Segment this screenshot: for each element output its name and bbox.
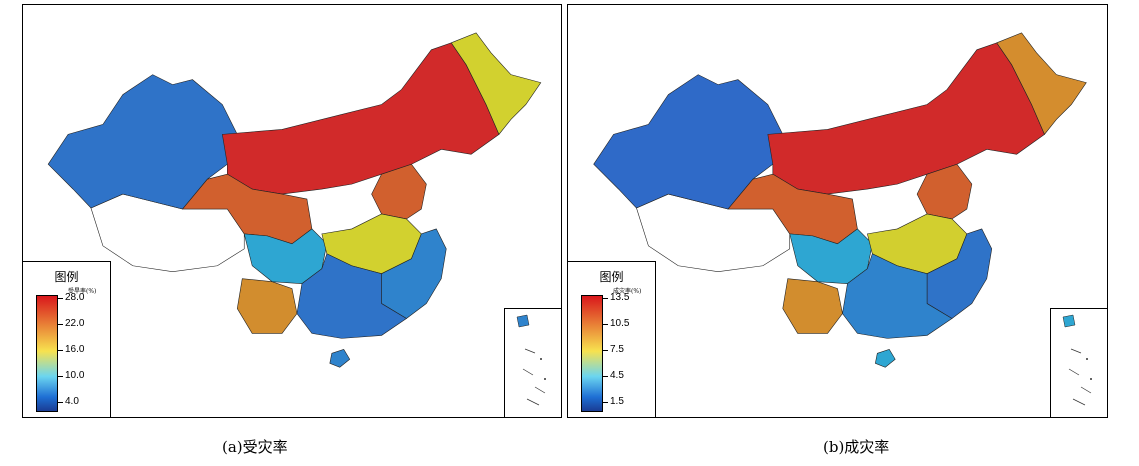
region-northeast (996, 32, 1087, 135)
region-xinjiang (47, 74, 238, 210)
region-yunnan (236, 278, 298, 334)
choropleth-map-b (593, 32, 1087, 368)
legend-tick-label: 4.0 (65, 396, 79, 407)
region-qinghai (181, 173, 313, 245)
legend: 图例 成灾率(%) 13.5 10.5 7.5 4.5 1.5 (568, 261, 656, 417)
legend-tick (602, 298, 608, 299)
legend-color-bar (36, 295, 58, 412)
region-sichuan (243, 228, 328, 284)
legend-title: 图例 (599, 270, 624, 284)
region-inner-mongolia (221, 42, 500, 195)
legend-unit: 成灾率(%) (613, 288, 642, 295)
legend-tick (57, 298, 63, 299)
legend-color-bar (581, 295, 603, 412)
legend-tick-label: 10.5 (610, 318, 630, 329)
legend-tick-label: 13.5 (610, 292, 630, 303)
legend-tick (602, 350, 608, 351)
region-xinjiang (593, 74, 784, 210)
region-south (296, 253, 407, 339)
legend-tick (602, 376, 608, 377)
legend-tick (57, 350, 63, 351)
legend-tick (602, 402, 608, 403)
south-china-sea-inset (1050, 308, 1107, 417)
legend-tick-label: 22.0 (65, 318, 85, 329)
region-inner-mongolia (767, 42, 1045, 195)
legend-tick-label: 7.5 (610, 344, 624, 355)
south-china-sea-inset (504, 308, 561, 417)
legend-tick (602, 324, 608, 325)
legend: 图例 受旱率(%) 28.0 22.0 16.0 10.0 4.0 (23, 261, 111, 417)
region-hainan (874, 348, 896, 368)
legend-unit: 受旱率(%) (68, 288, 97, 295)
region-yunnan (782, 278, 843, 334)
region-south (842, 253, 953, 339)
map-panel-a: 图例 受旱率(%) 28.0 22.0 16.0 10.0 4.0 (22, 4, 562, 418)
map-panel-b: 图例 成灾率(%) 13.5 10.5 7.5 4.5 1.5 (567, 4, 1108, 418)
region-qinghai (727, 173, 858, 245)
legend-title: 图例 (54, 270, 79, 284)
caption-b: (b)成灾率 (823, 438, 890, 456)
legend-tick (57, 402, 63, 403)
legend-tick-label: 4.5 (610, 370, 624, 381)
caption-a: (a)受灾率 (222, 438, 288, 456)
legend-tick-label: 16.0 (65, 344, 85, 355)
region-hebei (916, 163, 973, 220)
choropleth-map-a (47, 32, 542, 368)
region-sichuan (789, 228, 873, 284)
region-northeast (450, 32, 542, 135)
region-hainan (329, 348, 351, 368)
region-hebei (371, 163, 427, 220)
legend-tick (57, 376, 63, 377)
legend-tick-label: 1.5 (610, 396, 624, 407)
legend-tick-label: 28.0 (65, 292, 85, 303)
legend-tick (57, 324, 63, 325)
legend-tick-label: 10.0 (65, 370, 85, 381)
